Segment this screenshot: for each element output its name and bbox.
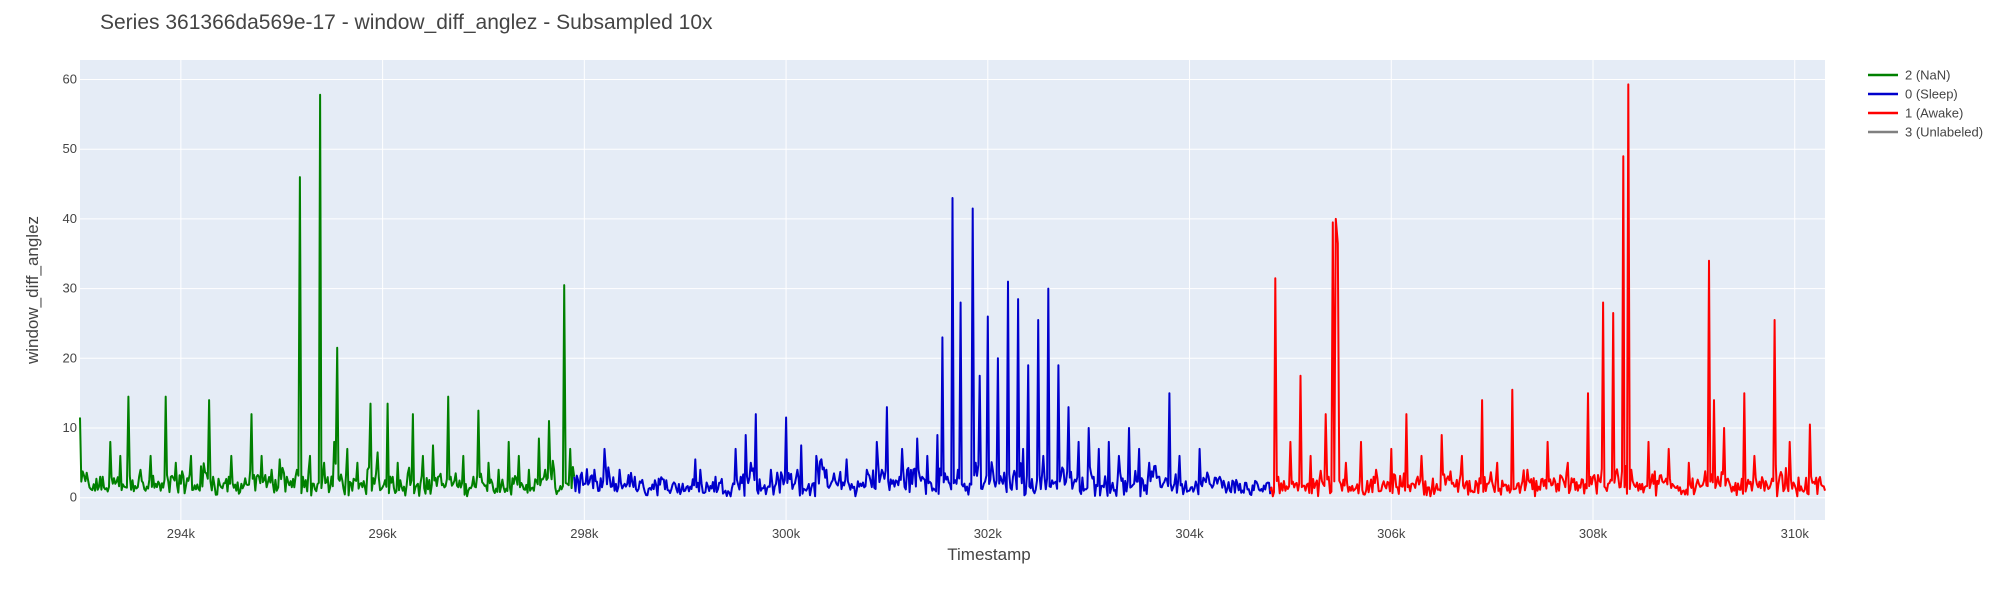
series-line: [573, 197, 1272, 498]
x-tick-label: 308k: [1579, 526, 1608, 541]
y-axis-ticks: 0 10 20 30 40 50 60: [63, 72, 77, 505]
plot-area: [79, 60, 1826, 520]
x-tick-label: 310k: [1781, 526, 1810, 541]
legend-label: 1 (Awake): [1905, 106, 1963, 121]
y-tick-label: 20: [63, 350, 77, 365]
legend[interactable]: 2 (NaN) 0 (Sleep) 1 (Awake) 3 (Unlabeled): [1868, 68, 1983, 140]
y-tick-label: 50: [63, 141, 77, 156]
x-axis-ticks: 294k 296k 298k 300k 302k 304k 306k 308k 310k: [167, 526, 1810, 541]
x-tick-label: 306k: [1377, 526, 1406, 541]
x-tick-label: 300k: [772, 526, 801, 541]
chart-title: Series 361366da569e-17 - window_diff_ang…: [100, 11, 713, 34]
y-tick-label: 0: [70, 490, 77, 505]
legend-item[interactable]: 2 (NaN): [1868, 68, 1951, 83]
x-axis-title: Timestamp: [947, 545, 1030, 564]
y-axis-title: window_diff_anglez: [23, 216, 42, 365]
y-tick-label: 60: [63, 72, 77, 87]
x-tick-label: 302k: [974, 526, 1003, 541]
x-tick-label: 298k: [570, 526, 599, 541]
x-tick-label: 304k: [1175, 526, 1204, 541]
x-tick-label: 294k: [167, 526, 196, 541]
legend-label: 3 (Unlabeled): [1905, 125, 1983, 140]
series-line: [79, 93, 576, 498]
legend-label: 0 (Sleep): [1905, 87, 1958, 102]
y-tick-label: 30: [63, 281, 77, 296]
x-tick-label: 296k: [368, 526, 397, 541]
series-line: [1269, 83, 1826, 498]
legend-item[interactable]: 1 (Awake): [1868, 106, 1963, 121]
legend-label: 2 (NaN): [1905, 68, 1951, 83]
legend-item[interactable]: 0 (Sleep): [1868, 87, 1958, 102]
y-tick-label: 40: [63, 211, 77, 226]
y-tick-label: 10: [63, 420, 77, 435]
series-lines: [79, 83, 1826, 498]
legend-item[interactable]: 3 (Unlabeled): [1868, 125, 1983, 140]
grid-lines: [80, 60, 1825, 520]
